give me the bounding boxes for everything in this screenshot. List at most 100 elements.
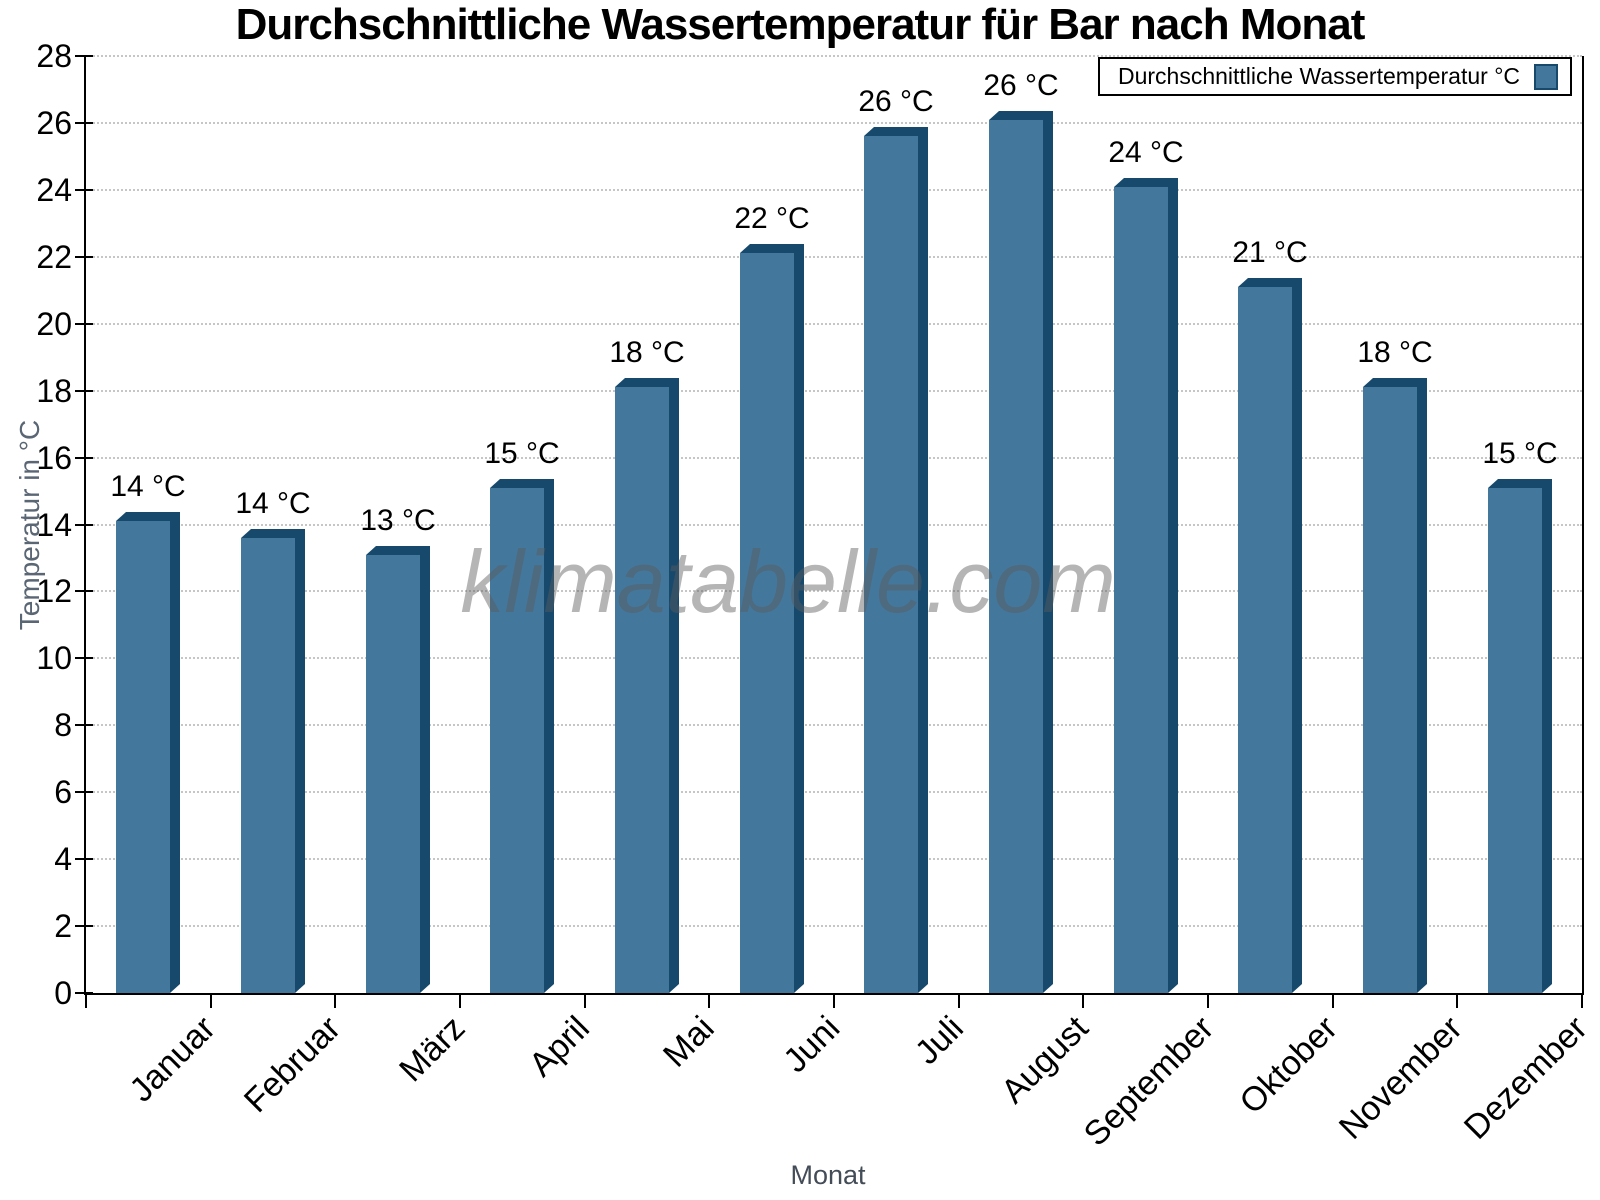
bar-value-label: 18 °C: [609, 336, 685, 369]
x-axis-labels: Januar Februar März April Mai Juni Juli August S…: [86, 993, 1594, 1200]
gridline-8: [86, 724, 1582, 727]
gridline-14: [86, 523, 1582, 526]
y-tick-mark: [75, 255, 93, 258]
x-tick-mark: [1082, 995, 1084, 1008]
x-tick-label-september: September: [1076, 1009, 1221, 1154]
bar-face: [615, 387, 669, 993]
bar-juli: [864, 127, 928, 993]
y-tick-mark: [75, 657, 93, 660]
bar-märz: [366, 546, 430, 993]
gridline-26: [86, 121, 1582, 124]
bar-face: [864, 136, 918, 993]
y-tick-label: 4: [54, 841, 72, 878]
y-tick-label: 2: [54, 908, 72, 945]
bar-oktober: [1238, 278, 1302, 993]
x-tick-mark: [334, 995, 336, 1008]
x-tick-label-januar: Januar: [122, 1009, 223, 1110]
bar-value-label: 22 °C: [734, 202, 810, 235]
gridline-16: [86, 456, 1582, 459]
y-tick-label: 0: [54, 975, 72, 1011]
x-tick-mark: [85, 995, 87, 1008]
y-tick-label: 10: [36, 640, 72, 677]
bar-face: [116, 521, 170, 993]
y-tick-mark: [75, 523, 93, 526]
y-tick-label: 24: [36, 171, 72, 208]
y-axis-line: [84, 56, 86, 995]
bar-juni: [740, 244, 804, 993]
y-tick-label: 26: [36, 104, 72, 141]
bar-face: [490, 488, 544, 993]
gridline-10: [86, 657, 1582, 660]
y-tick-mark: [75, 858, 93, 861]
gridline-2: [86, 925, 1582, 928]
bar-value-label: 14 °C: [235, 487, 311, 520]
y-tick-mark: [75, 121, 93, 124]
gridline-12: [86, 590, 1582, 593]
plot-area: 14 °C 14 °C 13 °C 15 °C 18 °C 22 °C 26 °C 26 °C…: [86, 55, 1582, 993]
x-tick-mark: [1207, 995, 1209, 1008]
x-tick-label-märz: März: [392, 1009, 473, 1090]
gridline-24: [86, 188, 1582, 191]
bar-face: [989, 120, 1043, 993]
y-tick-mark: [75, 992, 93, 994]
x-tick-mark: [1332, 995, 1334, 1008]
x-tick-label-april: April: [521, 1009, 597, 1084]
bar-face: [1363, 387, 1417, 993]
bar-november: [1363, 378, 1427, 993]
bar-dezember: [1488, 479, 1552, 993]
bar-value-label: 18 °C: [1357, 336, 1433, 369]
bar-face: [1488, 488, 1542, 993]
y-tick-label: 12: [36, 573, 72, 610]
y-tick-mark: [75, 322, 93, 325]
y-tick-label: 22: [36, 238, 72, 275]
bar-september: [1114, 178, 1178, 993]
bar-value-label: 24 °C: [1108, 136, 1184, 169]
gridline-18: [86, 389, 1582, 392]
x-tick-mark: [708, 995, 710, 1008]
bar-face: [241, 538, 295, 993]
x-tick-mark: [958, 995, 960, 1008]
x-tick-label-oktober: Oktober: [1232, 1009, 1345, 1122]
y-tick-mark: [75, 724, 93, 727]
x-tick-mark: [210, 995, 212, 1008]
x-axis-line: [84, 993, 1584, 995]
gridline-4: [86, 858, 1582, 861]
bar-value-label: 15 °C: [1482, 437, 1558, 470]
bar-face: [740, 253, 794, 993]
y-tick-mark: [75, 55, 93, 57]
y-tick-label: 16: [36, 439, 72, 476]
bar-value-label: 26 °C: [983, 69, 1059, 102]
bar-mai: [615, 378, 679, 993]
bar-value-label: 13 °C: [360, 504, 436, 537]
y-tick-label: 20: [36, 305, 72, 342]
x-tick-label-juli: Juli: [907, 1009, 971, 1072]
gridline-6: [86, 791, 1582, 794]
x-tick-mark: [833, 995, 835, 1008]
x-tick-mark: [1456, 995, 1458, 1008]
gridline-22: [86, 255, 1582, 258]
bar-face: [1238, 287, 1292, 993]
bar-august: [989, 111, 1053, 993]
gridline-28: [86, 55, 1582, 57]
bar-april: [490, 479, 554, 993]
x-tick-mark: [1581, 995, 1583, 1008]
y-tick-label: 28: [36, 38, 72, 74]
y-tick-mark: [75, 925, 93, 928]
x-tick-label-februar: Februar: [236, 1009, 348, 1121]
gridline-20: [86, 322, 1582, 325]
y-tick-label: 8: [54, 707, 72, 744]
y-tick-label: 18: [36, 372, 72, 409]
y-tick-mark: [75, 389, 93, 392]
x-tick-mark: [459, 995, 461, 1008]
chart-title: Durchschnittliche Wassertemperatur für B…: [235, 0, 1366, 49]
x-tick-mark: [584, 995, 586, 1008]
x-tick-label-juni: Juni: [775, 1009, 847, 1080]
y-tick-label: 14: [36, 506, 72, 543]
bar-februar: [241, 529, 305, 993]
y-tick-mark: [75, 188, 93, 191]
y-tick-mark: [75, 791, 93, 794]
y-tick-label: 6: [54, 774, 72, 811]
bar-face: [366, 555, 420, 993]
bar-value-label: 26 °C: [858, 85, 934, 118]
